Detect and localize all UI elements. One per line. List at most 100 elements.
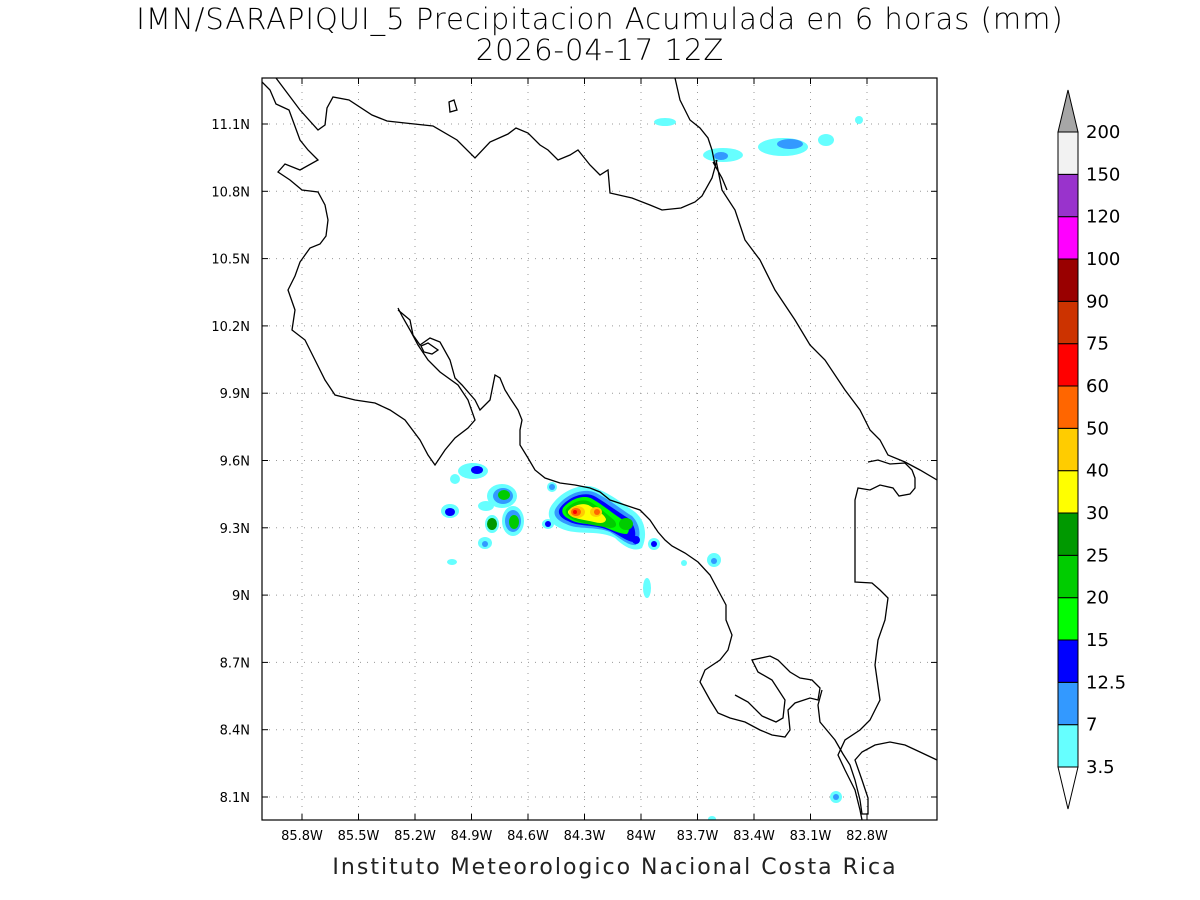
plot-frame — [261, 77, 938, 821]
colorbar-swatch — [1057, 681, 1079, 726]
pacific-coast-north — [262, 81, 476, 467]
island — [420, 342, 440, 355]
colorbar-swatch — [1057, 639, 1079, 683]
latitude-axis: 11.1N 10.8N 10.5N 10.2N 9.9N 9.6N 9.3N 9N 8.7N 8.… — [211, 118, 937, 806]
colorbar-swatch — [1057, 597, 1079, 641]
rain-cell — [447, 559, 457, 565]
rain-cell — [573, 510, 577, 514]
coastlines — [262, 78, 937, 820]
colorbar-label: 75 — [1086, 334, 1109, 355]
colorbar-label: 3.5 — [1086, 757, 1115, 778]
nicoya-gulf-east — [397, 309, 821, 738]
footer-credit: Instituto Meteorologico Nacional Costa R… — [332, 855, 898, 880]
colorbar-swatch — [1057, 216, 1079, 260]
rain-cell — [482, 541, 488, 547]
caribbean-north-coast — [674, 78, 716, 166]
lon-tick-label: 85.8W — [281, 829, 323, 844]
rain-cell — [651, 541, 657, 547]
colorbar-label: 120 — [1086, 207, 1120, 228]
lat-tick-label: 8.7N — [220, 656, 250, 671]
rain-cell — [833, 794, 839, 800]
lon-tick-label: 84.9W — [451, 829, 493, 844]
colorbar-swatch — [1057, 131, 1079, 175]
colorbar-label: 7 — [1086, 715, 1097, 736]
lat-tick-label: 8.4N — [220, 724, 250, 739]
rain-cell — [619, 518, 633, 530]
rain-cell — [545, 521, 551, 527]
colorbar-label: 20 — [1086, 588, 1109, 609]
rain-cell — [643, 578, 651, 598]
colorbar-label: 60 — [1086, 376, 1109, 397]
river-mouth — [712, 161, 728, 191]
rain-cell — [681, 560, 687, 566]
colorbar-swatch — [1057, 258, 1079, 302]
rain-cell — [777, 139, 803, 149]
lat-tick-label: 11.1N — [211, 118, 250, 133]
rain-cell — [445, 508, 455, 516]
colorbar-label: 40 — [1086, 461, 1109, 482]
colorbar-swatch — [1057, 724, 1079, 768]
nicaragua-lake-shore — [275, 78, 718, 211]
lon-tick-label: 84.6W — [507, 829, 549, 844]
colorbar-max-triangle — [1057, 89, 1079, 133]
colorbar: 3.5 7 12.5 15 20 25 30 40 50 60 75 90 100 120 150 200 — [1057, 89, 1126, 810]
colorbar-min-triangle — [1057, 766, 1079, 810]
lat-tick-label: 10.2N — [211, 320, 250, 335]
lat-tick-label: 9.3N — [220, 522, 250, 537]
lon-tick-label: 84.3W — [564, 829, 606, 844]
rain-cell — [855, 116, 863, 124]
rain-cell — [714, 152, 728, 160]
colorbar-swatch — [1057, 343, 1079, 387]
colorbar-swatch — [1057, 512, 1079, 556]
grid-lines — [262, 78, 937, 820]
colorbar-swatch — [1057, 385, 1079, 429]
lat-tick-label: 10.5N — [211, 253, 250, 268]
colorbar-swatch — [1057, 470, 1079, 514]
rain-cell — [450, 474, 460, 484]
rain-cell — [549, 484, 555, 490]
lat-tick-label: 9.9N — [220, 387, 250, 402]
lon-tick-label: 83.1W — [790, 829, 832, 844]
longitude-axis: 85.8W 85.5W 85.2W 84.9W 84.6W 84.3W 84W 83.7W 83… — [281, 78, 888, 844]
colorbar-label: 100 — [1086, 249, 1120, 270]
lon-tick-label: 82.8W — [846, 829, 888, 844]
lon-tick-label: 85.2W — [394, 829, 436, 844]
rain-cell — [632, 536, 640, 544]
colorbar-label: 50 — [1086, 418, 1109, 439]
rain-cell — [654, 118, 676, 126]
caribbean-coast — [715, 159, 937, 481]
lat-tick-label: 9N — [232, 589, 250, 604]
colorbar-label: 90 — [1086, 291, 1109, 312]
map-title-line2: 2026-04-17 12Z — [475, 33, 725, 67]
lon-tick-label: 83.4W — [733, 829, 775, 844]
osa-burica — [817, 689, 937, 815]
colorbar-label: 150 — [1086, 164, 1120, 185]
lon-tick-label: 83.7W — [677, 829, 719, 844]
colorbar-swatch — [1057, 173, 1079, 218]
plot-area — [262, 78, 937, 820]
rain-cell — [487, 518, 497, 530]
rain-cell — [471, 466, 483, 474]
colorbar-swatch — [1057, 554, 1079, 599]
colorbar-label: 25 — [1086, 545, 1109, 566]
panama-border — [837, 459, 916, 820]
rain-cell — [708, 816, 716, 820]
rain-cell — [818, 134, 834, 146]
lat-tick-label: 8.1N — [220, 791, 250, 806]
colorbar-label: 200 — [1086, 122, 1120, 143]
lon-tick-label: 84W — [626, 829, 656, 844]
rain-cell — [478, 501, 494, 511]
island-north — [448, 99, 458, 113]
lat-tick-label: 9.6N — [220, 455, 250, 470]
rain-cell — [594, 509, 600, 515]
lon-tick-label: 85.5W — [338, 829, 380, 844]
colorbar-label: 30 — [1086, 503, 1109, 524]
map-title-line1: IMN/SARAPIQUI_5 Precipitacion Acumulada … — [136, 2, 1064, 36]
rain-cell — [509, 515, 519, 529]
colorbar-swatch — [1057, 300, 1079, 345]
colorbar-swatch — [1057, 427, 1079, 472]
colorbar-label: 15 — [1086, 630, 1109, 651]
lat-tick-label: 10.8N — [211, 185, 250, 200]
rain-cell — [498, 490, 510, 500]
